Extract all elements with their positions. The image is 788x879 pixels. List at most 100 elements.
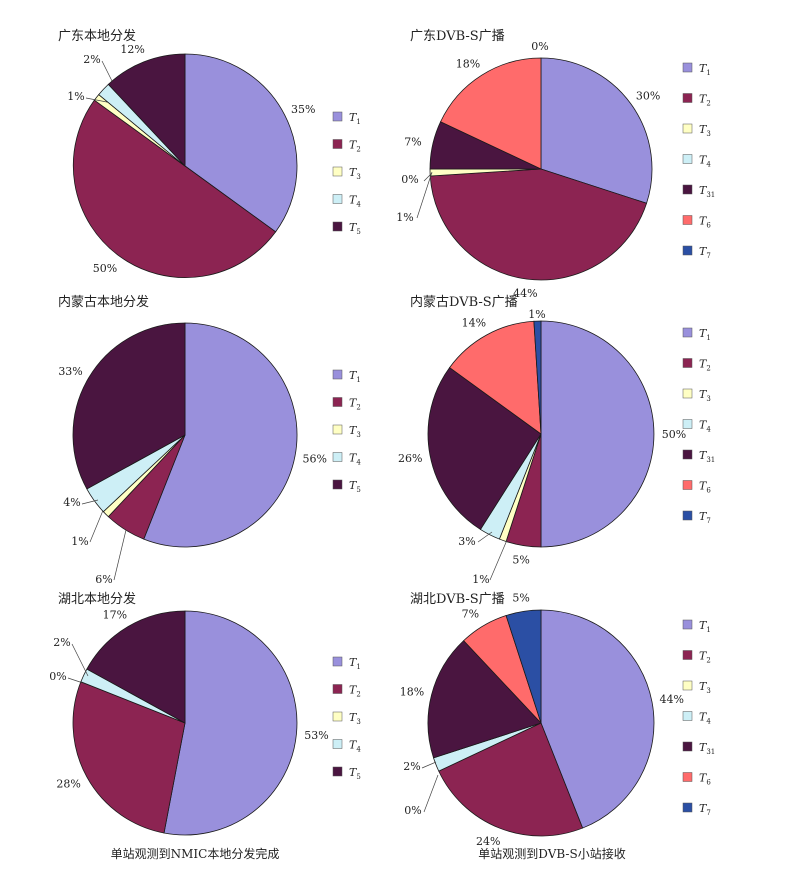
leader-line xyxy=(71,643,89,677)
legend-letter: T xyxy=(349,766,358,779)
legend-letter: T xyxy=(349,397,358,410)
legend-label: T3 xyxy=(349,424,361,439)
slice-label-t4: 2% xyxy=(53,636,70,649)
legend-subscript: 31 xyxy=(706,191,715,199)
slice-label-t1: 30% xyxy=(636,90,660,103)
legend-letter: T xyxy=(349,684,358,697)
legend-swatch xyxy=(682,650,693,660)
pie-slice-t7 xyxy=(505,609,542,724)
slice-label-t7: 1% xyxy=(528,308,545,321)
legend-swatch xyxy=(332,397,343,407)
legend-subscript: 6 xyxy=(706,779,711,787)
leader-line xyxy=(423,774,439,813)
legend-swatch xyxy=(682,510,693,521)
slice-label-t2: 50% xyxy=(93,262,117,275)
legend-subscript: 5 xyxy=(356,486,360,494)
legend-label: T4 xyxy=(699,154,711,169)
legend-subscript: 4 xyxy=(356,746,361,754)
legend-label: T4 xyxy=(349,739,361,754)
legend-subscript: 5 xyxy=(356,773,360,781)
legend-subscript: 7 xyxy=(706,252,710,260)
legend-label: T2 xyxy=(699,358,711,373)
pie-slice-t1 xyxy=(184,53,298,233)
legend-label: T7 xyxy=(699,802,711,817)
legend-subscript: 1 xyxy=(356,376,360,384)
legend-letter: T xyxy=(349,479,358,492)
slice-label-t3: 1% xyxy=(71,535,88,548)
legend-swatch xyxy=(682,327,693,338)
legend-swatch xyxy=(682,358,693,368)
legend-label: T6 xyxy=(699,480,711,495)
pie-slice-t2 xyxy=(72,99,277,279)
slice-label-t2: 28% xyxy=(56,778,80,791)
legend-swatch xyxy=(332,111,343,122)
legend-swatch xyxy=(682,245,693,256)
pie-chart-2: 广东DVB-S广播30%44%1%0%7%18%0%T1T2T3T4T31T6T… xyxy=(396,29,715,300)
legend-subscript: 1 xyxy=(356,118,360,126)
pie-slice-t1 xyxy=(540,609,655,829)
legend-letter: T xyxy=(349,711,358,724)
caption-left: 单站观测到NMIC本地分发完成 xyxy=(111,846,280,861)
legend-swatch xyxy=(682,388,693,399)
legend-subscript: 1 xyxy=(706,626,710,634)
pie-slice-t6 xyxy=(440,57,542,170)
legend-swatch xyxy=(682,680,693,691)
legend-letter: T xyxy=(349,424,358,437)
legend-label: T4 xyxy=(699,711,711,726)
leader-line xyxy=(89,507,105,543)
legend-label: T1 xyxy=(349,656,361,671)
leader-line xyxy=(113,529,127,581)
legend-letter: T xyxy=(699,711,708,724)
legend-subscript: 4 xyxy=(356,201,361,209)
legend-label: T2 xyxy=(699,93,711,108)
legend-letter: T xyxy=(349,452,358,465)
pie-slice-t2 xyxy=(72,681,186,834)
chart-title: 湖北本地分发 xyxy=(58,591,136,607)
legend-subscript: 5 xyxy=(356,228,360,236)
legend-letter: T xyxy=(699,619,708,632)
legend-label: T2 xyxy=(349,139,361,154)
legend-letter: T xyxy=(699,510,708,523)
legend-subscript: 4 xyxy=(706,161,711,169)
legend-item-t6: T6 xyxy=(682,772,711,787)
legend-item-t4: T4 xyxy=(682,711,711,726)
legend-swatch xyxy=(682,449,693,460)
leader-line xyxy=(81,499,99,505)
legend-swatch xyxy=(682,123,693,134)
slice-label-t3: 1% xyxy=(396,211,413,224)
legend-item-t1: T1 xyxy=(332,656,361,671)
legend-label: T1 xyxy=(699,327,711,342)
legend-item-t7: T7 xyxy=(682,245,711,260)
legend-swatch xyxy=(682,741,693,752)
legend-letter: T xyxy=(349,111,358,124)
legend-subscript: 3 xyxy=(706,395,710,403)
slice-label-t31: 26% xyxy=(398,452,422,465)
legend-item-t31: T31 xyxy=(682,741,715,756)
legend-swatch xyxy=(332,739,343,749)
legend-item-t3: T3 xyxy=(682,123,711,138)
legend-item-t4: T4 xyxy=(332,194,361,209)
legend-letter: T xyxy=(349,166,358,179)
legend-label: T2 xyxy=(349,397,361,412)
legend-swatch xyxy=(682,480,693,490)
slice-label-t1: 44% xyxy=(660,693,684,706)
legend-item-t2: T2 xyxy=(332,684,361,699)
slice-label-t5: 12% xyxy=(120,43,144,56)
legend-label: T6 xyxy=(699,772,711,787)
legend-label: T2 xyxy=(349,684,361,699)
legend-subscript: 3 xyxy=(356,173,360,181)
slice-label-t3: 1% xyxy=(67,90,84,103)
legend-item-t3: T3 xyxy=(682,680,711,695)
legend-subscript: 4 xyxy=(706,718,711,726)
legend-letter: T xyxy=(349,739,358,752)
legend-label: T4 xyxy=(699,419,711,434)
caption-right: 单站观测到DVB-S小站接收 xyxy=(478,846,625,861)
legend-subscript: 7 xyxy=(706,809,710,817)
legend-label: T31 xyxy=(699,184,715,199)
legend-label: T7 xyxy=(699,245,711,260)
slice-label-t6: 7% xyxy=(462,608,479,621)
slice-label-t2: 24% xyxy=(476,835,500,848)
legend-subscript: 3 xyxy=(706,687,710,695)
legend-item-t3: T3 xyxy=(682,388,711,403)
slice-label-t4: 2% xyxy=(83,53,100,66)
